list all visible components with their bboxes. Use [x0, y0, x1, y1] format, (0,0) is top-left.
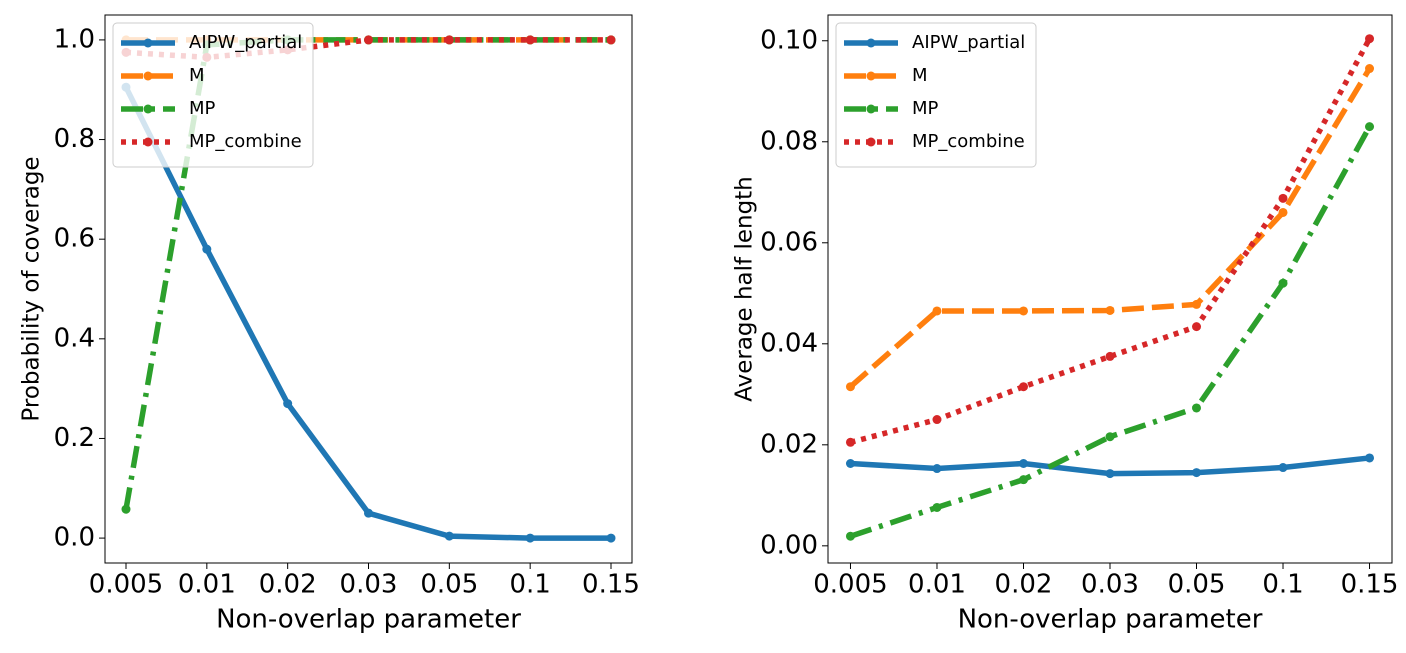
x-tick-label: 0.03	[1081, 570, 1139, 600]
legend-marker	[866, 104, 876, 114]
point	[1192, 403, 1202, 413]
point	[1105, 351, 1115, 361]
point	[202, 244, 212, 254]
legend-marker	[143, 104, 153, 114]
x-tick-label: 0.05	[420, 570, 478, 600]
y-tick-label: 0.8	[54, 124, 95, 154]
legend-marker	[866, 38, 876, 48]
point	[1192, 322, 1202, 332]
point	[932, 502, 942, 512]
point	[525, 35, 535, 45]
point	[606, 35, 616, 45]
x-tick-label: 0.15	[582, 570, 640, 600]
legend-label: M	[189, 65, 205, 86]
x-tick-label: 0.02	[259, 570, 317, 600]
legend-label: AIPW_partial	[912, 32, 1025, 53]
y-tick-label: 0.4	[54, 323, 95, 353]
point	[283, 399, 293, 409]
point	[1105, 469, 1115, 479]
point	[1192, 299, 1202, 309]
y-tick-label: 0.04	[760, 328, 818, 358]
y-tick-label: 0.10	[760, 25, 818, 55]
point	[845, 459, 855, 469]
point	[606, 533, 616, 543]
y-tick-label: 0.2	[54, 423, 95, 453]
point	[121, 504, 131, 514]
point	[364, 35, 373, 45]
point	[845, 382, 855, 392]
legend-label: AIPW_partial	[189, 32, 302, 53]
legend-label: M	[912, 65, 928, 86]
plot-frame	[827, 14, 1393, 564]
point	[1278, 207, 1288, 217]
x-tick-label: 0.15	[1341, 570, 1399, 600]
point	[1365, 453, 1375, 463]
point	[1105, 305, 1115, 315]
point	[845, 437, 855, 447]
point	[1365, 34, 1375, 44]
x-tick-label: 0.05	[1168, 570, 1226, 600]
point	[1365, 64, 1375, 74]
y-tick-label: 0.00	[760, 530, 818, 560]
x-axis-label: Non-overlap parameter	[958, 605, 1263, 635]
point	[1105, 432, 1115, 442]
y-axis-label: Probability of coverage	[19, 156, 45, 421]
point	[1192, 468, 1202, 478]
y-axis-label: Average half length	[732, 176, 758, 402]
x-tick-label: 0.03	[340, 570, 398, 600]
legend-box	[112, 22, 314, 168]
y-tick-label: 0.06	[760, 227, 818, 257]
y-tick-label: 0.6	[54, 224, 95, 254]
legend-label: MP	[189, 98, 216, 119]
x-tick-label: 0.005	[813, 570, 887, 600]
y-tick-label: 1.0	[54, 24, 95, 54]
plot-frame	[104, 14, 633, 564]
y-tick-label: 0.0	[54, 523, 95, 553]
point	[1018, 306, 1028, 316]
y-tick-label: 0.08	[760, 126, 818, 156]
point	[1278, 193, 1288, 203]
point	[444, 35, 454, 45]
x-axis-label: Non-overlap parameter	[216, 605, 521, 635]
legend-label: MP	[912, 98, 939, 119]
x-tick-label: 0.1	[1262, 570, 1303, 600]
legend-marker	[866, 71, 876, 81]
point	[932, 464, 942, 474]
legend-marker	[143, 71, 153, 81]
x-tick-label: 0.01	[178, 570, 236, 600]
point	[1018, 459, 1028, 469]
point	[364, 508, 373, 518]
point	[932, 415, 942, 425]
legend-label: MP_combine	[189, 131, 302, 152]
legend-marker	[143, 38, 153, 48]
x-tick-label: 0.005	[89, 570, 163, 600]
legend-marker	[143, 137, 153, 147]
x-tick-label: 0.02	[995, 570, 1053, 600]
legend-box	[835, 22, 1037, 168]
point	[1018, 475, 1028, 485]
legend-label: MP_combine	[912, 131, 1025, 152]
point	[1278, 463, 1288, 473]
legend-marker	[866, 137, 876, 147]
point	[1018, 382, 1028, 392]
point	[444, 531, 454, 541]
point	[845, 531, 855, 541]
point	[1278, 278, 1288, 288]
point	[1365, 122, 1375, 132]
point	[525, 533, 535, 543]
x-tick-label: 0.01	[908, 570, 966, 600]
point	[932, 306, 942, 316]
y-tick-label: 0.02	[760, 429, 818, 459]
x-tick-label: 0.1	[509, 570, 550, 600]
